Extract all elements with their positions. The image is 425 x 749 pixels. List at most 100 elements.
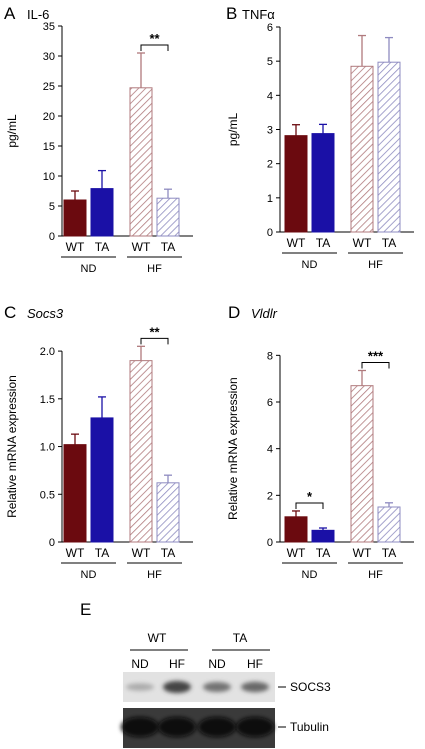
- socs3-band-1: [126, 683, 154, 691]
- group-label-1: ND: [302, 569, 318, 581]
- x-category-label-1: WT: [287, 546, 306, 560]
- bar-1: [284, 516, 308, 543]
- y-tick-label-7: 35: [43, 21, 55, 33]
- significance-label-2: ***: [368, 349, 384, 364]
- x-category-label-1: WT: [287, 236, 306, 250]
- blot-diet-1: ND: [131, 657, 149, 671]
- blot-tubulin-label: Tubulin: [290, 720, 329, 734]
- y-tick-label-3: 6: [267, 397, 273, 409]
- chart-tnfa: TNFα pg/mL 0 1 2 3 4 5 6 WT TA WT TA ND HF: [226, 7, 414, 271]
- socs3-band-4: [241, 681, 269, 693]
- significance-bracket-2: [361, 362, 390, 369]
- x-category-label-4: TA: [382, 236, 396, 250]
- chart-il6: IL-6 pg/mL 0 5 10 15 20 25 30 35 WT TA WT TA ND HF **: [5, 7, 193, 275]
- x-category-label-3: WT: [132, 546, 151, 560]
- x-category-label-3: WT: [353, 236, 372, 250]
- y-tick-label-3: 15: [43, 141, 55, 153]
- blot-diet-2: HF: [169, 657, 185, 671]
- bar-2: [311, 529, 335, 543]
- y-tick-label-5: 5: [267, 56, 273, 68]
- bar-2: [90, 417, 114, 543]
- chart-socs3: Socs3 Relative mRNA expression 0 0.5 1.0 1.5 2…: [5, 306, 193, 581]
- socs3-band-2: [163, 681, 191, 693]
- x-category-label-2: TA: [316, 546, 330, 560]
- y-tick-label-6: 30: [43, 51, 55, 63]
- bar-3: [350, 385, 374, 543]
- y-tick-label-0: 0: [267, 227, 273, 239]
- x-category-label-4: TA: [382, 546, 396, 560]
- western-blot: WT TA ND HF ND HF SOCS3 Tubulin: [121, 631, 331, 748]
- tubulin-band-1: [121, 717, 159, 737]
- bar-3: [129, 360, 153, 543]
- y-tick-label-2: 2: [267, 159, 273, 171]
- panel-letter-a: A: [4, 4, 16, 23]
- y-axis-label: pg/mL: [226, 113, 240, 147]
- x-category-label-2: TA: [95, 240, 109, 254]
- significance-label-1: **: [149, 31, 160, 46]
- y-tick-label-2: 1.0: [40, 442, 55, 454]
- chart-title: Socs3: [27, 306, 64, 321]
- panel-letter-e: E: [80, 600, 91, 619]
- panel-letter-b: B: [226, 4, 237, 23]
- blot-diet-3: ND: [208, 657, 226, 671]
- bar-3: [350, 65, 374, 233]
- y-tick-label-0: 0: [267, 537, 273, 549]
- y-tick-label-0: 0: [49, 537, 55, 549]
- y-tick-label-4: 20: [43, 111, 55, 123]
- x-category-label-1: WT: [66, 240, 85, 254]
- bar-2: [311, 133, 335, 233]
- group-label-1: ND: [81, 263, 97, 275]
- group-label-2: HF: [368, 569, 383, 581]
- y-tick-label-1: 2: [267, 490, 273, 502]
- blot-socs3-label: SOCS3: [290, 680, 331, 694]
- bar-4: [156, 482, 180, 543]
- chart-vldlr: Vldlr Relative mRNA expression 0 2 4 6 8 WT TA WT…: [226, 306, 414, 581]
- blot-genotype-ta: TA: [233, 631, 247, 645]
- x-category-label-3: WT: [353, 546, 372, 560]
- group-label-2: HF: [368, 259, 383, 271]
- significance-label-1: *: [307, 489, 313, 504]
- tubulin-band-2: [158, 717, 196, 737]
- x-category-label-4: TA: [161, 546, 175, 560]
- x-category-label-3: WT: [132, 240, 151, 254]
- panel-letter-c: C: [4, 303, 16, 322]
- y-tick-label-3: 1.5: [40, 394, 55, 406]
- y-tick-label-1: 0.5: [40, 489, 55, 501]
- y-tick-label-5: 25: [43, 81, 55, 93]
- bar-4: [156, 197, 180, 237]
- blot-diet-4: HF: [247, 657, 263, 671]
- y-tick-label-1: 5: [49, 201, 55, 213]
- chart-title: TNFα: [242, 7, 275, 22]
- x-category-label-2: TA: [95, 546, 109, 560]
- significance-bracket-1: [140, 44, 169, 51]
- group-label-1: ND: [81, 569, 97, 581]
- y-tick-label-1: 1: [267, 193, 273, 205]
- group-label-1: ND: [302, 259, 318, 271]
- y-tick-label-4: 2.0: [40, 346, 55, 358]
- blot-genotype-wt: WT: [148, 631, 167, 645]
- blot-tubulin-bands: [121, 717, 274, 737]
- y-axis-label: Relative mRNA expression: [5, 375, 19, 518]
- bar-2: [90, 188, 114, 237]
- y-axis-label: Relative mRNA expression: [226, 377, 240, 520]
- significance-label-1: **: [149, 324, 160, 339]
- significance-bracket-1: [295, 502, 324, 509]
- bar-3: [129, 87, 153, 237]
- bar-4: [377, 61, 401, 233]
- y-tick-label-3: 3: [267, 125, 273, 137]
- y-tick-label-2: 10: [43, 171, 55, 183]
- y-axis-label: pg/mL: [5, 114, 19, 148]
- y-tick-label-6: 6: [267, 22, 273, 34]
- tubulin-band-3: [198, 717, 236, 737]
- x-category-label-2: TA: [316, 236, 330, 250]
- x-category-label-4: TA: [161, 240, 175, 254]
- significance-bracket-1: [140, 337, 169, 345]
- blot-socs3-bands: [126, 681, 269, 693]
- panel-letter-d: D: [228, 303, 240, 322]
- y-tick-label-4: 8: [267, 350, 273, 362]
- y-tick-label-0: 0: [49, 231, 55, 243]
- bar-1: [284, 135, 308, 233]
- bar-4: [377, 506, 401, 543]
- tubulin-band-4: [236, 717, 274, 737]
